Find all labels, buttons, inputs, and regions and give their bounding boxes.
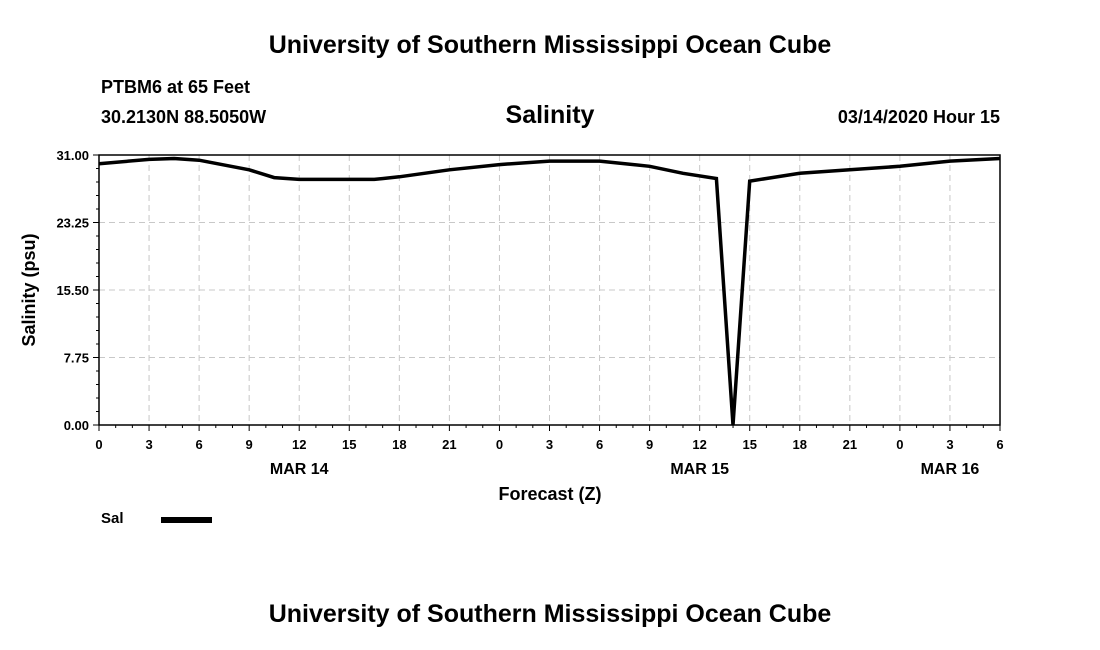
series-line-sal	[98, 156, 1001, 426]
legend-label: Sal	[101, 510, 124, 527]
x-tick-label: 12	[292, 437, 306, 452]
x-tick-label: 18	[793, 437, 807, 452]
x-tick-label: 9	[246, 437, 253, 452]
y-tick-label: 31.00	[56, 148, 89, 163]
x-axis-label: Forecast (Z)	[498, 484, 601, 504]
date-label: MAR 16	[921, 461, 980, 478]
x-tick-label: 15	[742, 437, 756, 452]
x-tick-label: 6	[195, 437, 202, 452]
y-tick-label: 23.25	[56, 216, 89, 231]
datetime-label: 03/14/2020 Hour 15	[837, 107, 1000, 127]
x-tick-label: 3	[946, 437, 953, 452]
x-tick-label: 6	[996, 437, 1003, 452]
date-label: MAR 15	[670, 461, 729, 478]
legend-line-swatch	[161, 517, 212, 523]
x-tick-label: 6	[596, 437, 603, 452]
page-title: University of Southern Mississippi Ocean…	[268, 31, 832, 59]
date-label: MAR 14	[270, 461, 329, 478]
x-tick-label: 21	[843, 437, 857, 452]
x-tick-label: 3	[546, 437, 553, 452]
y-tick-label: 7.75	[64, 351, 89, 366]
y-tick-label: 0.00	[64, 418, 89, 433]
grid-lines	[99, 155, 1000, 425]
x-tick-label: 0	[95, 437, 102, 452]
y-axis-label: Salinity (psu)	[19, 233, 39, 346]
chart-title: Salinity	[505, 101, 595, 129]
x-tick-label: 12	[692, 437, 706, 452]
x-tick-label: 15	[342, 437, 356, 452]
station-label: PTBM6 at 65 Feet	[101, 77, 251, 97]
coordinates-label: 30.2130N 88.5050W	[101, 107, 267, 127]
x-tick-label: 18	[392, 437, 406, 452]
x-tick-label: 0	[896, 437, 903, 452]
x-tick-label: 9	[646, 437, 653, 452]
series-layer	[98, 156, 1001, 426]
chart-axes: 0 3 6 9 12 15 18 21 0 3 6 9 12 15 18 21 0 3 6 0.00 7.75 15.50…	[56, 148, 1003, 478]
footer-title: University of Southern Mississippi Ocean…	[268, 600, 832, 628]
y-tick-label: 15.50	[56, 283, 89, 298]
x-tick-label: 3	[145, 437, 152, 452]
plot-frame	[98, 154, 1001, 426]
x-tick-label: 0	[496, 437, 503, 452]
x-tick-label: 21	[442, 437, 456, 452]
